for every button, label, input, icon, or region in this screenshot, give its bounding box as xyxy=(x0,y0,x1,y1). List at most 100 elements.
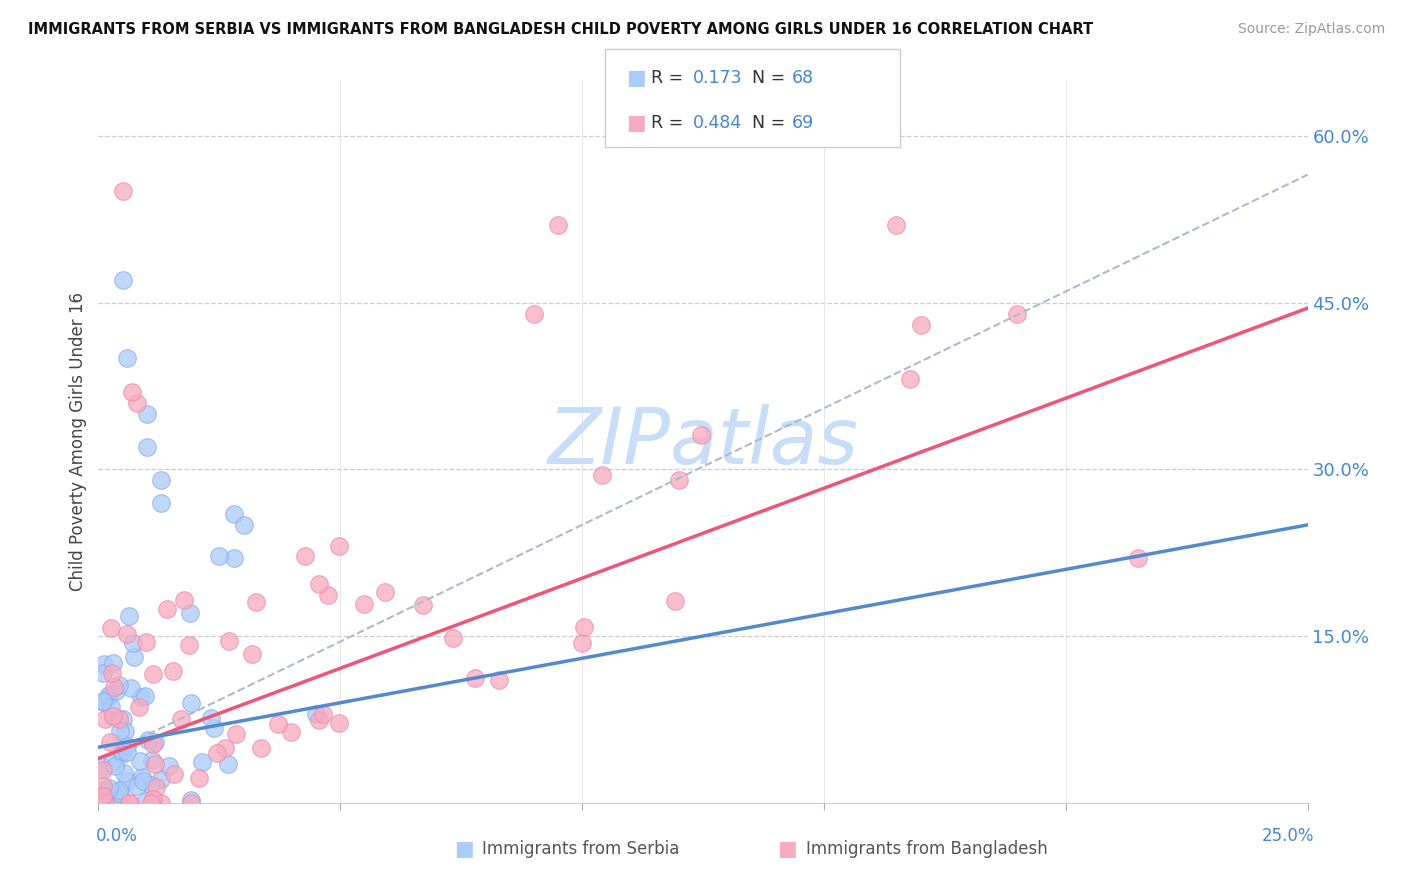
Point xyxy=(353,597,375,611)
Point xyxy=(689,428,711,442)
Point xyxy=(150,474,173,488)
Point xyxy=(111,712,134,726)
Point xyxy=(111,795,134,809)
Point xyxy=(250,741,273,756)
Point xyxy=(162,664,184,678)
Point xyxy=(240,647,263,661)
Text: N =: N = xyxy=(752,114,792,132)
Point xyxy=(139,778,162,792)
Point xyxy=(112,766,135,780)
Point xyxy=(156,601,179,615)
Point xyxy=(105,791,128,805)
Point xyxy=(141,753,163,767)
Point xyxy=(93,796,115,810)
Point xyxy=(101,666,124,681)
Point xyxy=(101,709,124,723)
Point xyxy=(100,756,122,771)
Point xyxy=(108,678,131,692)
Point xyxy=(135,440,157,454)
Point xyxy=(145,780,167,794)
Point xyxy=(523,307,546,321)
Point xyxy=(111,273,134,287)
Y-axis label: Child Poverty Among Girls Under 16: Child Poverty Among Girls Under 16 xyxy=(69,292,87,591)
Point xyxy=(136,733,159,747)
Point xyxy=(105,783,128,797)
Point xyxy=(305,706,328,721)
Point xyxy=(280,725,302,739)
Point xyxy=(91,694,114,708)
Point xyxy=(98,735,121,749)
Point xyxy=(591,468,613,483)
Point xyxy=(328,716,350,731)
Point xyxy=(101,709,124,723)
Point xyxy=(117,351,139,366)
Point xyxy=(188,771,211,785)
Point xyxy=(157,758,180,772)
Point xyxy=(135,407,157,421)
Point xyxy=(441,631,464,645)
Point xyxy=(328,539,350,553)
Point xyxy=(143,757,166,772)
Text: ■: ■ xyxy=(626,113,645,133)
Point xyxy=(150,772,173,786)
Text: ■: ■ xyxy=(454,839,474,859)
Point xyxy=(91,760,114,774)
Point xyxy=(135,793,157,807)
Point xyxy=(114,724,136,739)
Text: IMMIGRANTS FROM SERBIA VS IMMIGRANTS FROM BANGLADESH CHILD POVERTY AMONG GIRLS U: IMMIGRANTS FROM SERBIA VS IMMIGRANTS FRO… xyxy=(28,22,1094,37)
Point xyxy=(170,712,193,726)
Point xyxy=(898,372,921,386)
Point xyxy=(571,636,593,650)
Point xyxy=(127,779,149,793)
Point xyxy=(105,684,128,698)
Text: R =: R = xyxy=(651,114,689,132)
Point xyxy=(1128,551,1150,566)
Point xyxy=(132,774,155,789)
Point xyxy=(115,739,138,753)
Point xyxy=(101,656,124,670)
Point xyxy=(100,700,122,714)
Point xyxy=(191,755,214,769)
Point xyxy=(107,712,129,726)
Point xyxy=(91,695,114,709)
Point xyxy=(374,585,396,599)
Text: Source: ZipAtlas.com: Source: ZipAtlas.com xyxy=(1237,22,1385,37)
Text: 0.484: 0.484 xyxy=(693,114,742,132)
Text: Immigrants from Bangladesh: Immigrants from Bangladesh xyxy=(806,840,1047,858)
Point xyxy=(222,551,245,566)
Point xyxy=(115,774,138,789)
Point xyxy=(128,700,150,714)
Text: N =: N = xyxy=(752,70,792,87)
Point xyxy=(572,619,595,633)
Point xyxy=(97,690,120,704)
Text: R =: R = xyxy=(651,70,689,87)
Point xyxy=(118,796,141,810)
Point xyxy=(108,786,131,800)
Point xyxy=(103,680,125,694)
Point xyxy=(93,657,115,671)
Point xyxy=(204,721,226,735)
Point xyxy=(412,598,434,612)
Point xyxy=(96,785,118,799)
Text: ZIPatlas: ZIPatlas xyxy=(547,403,859,480)
Point xyxy=(1007,307,1029,321)
Point xyxy=(115,745,138,759)
Point xyxy=(104,759,127,773)
Point xyxy=(177,638,200,652)
Point xyxy=(142,666,165,681)
Point xyxy=(217,756,239,771)
Text: 25.0%: 25.0% xyxy=(1263,827,1315,845)
Point xyxy=(142,737,165,751)
Point xyxy=(311,706,333,721)
Point xyxy=(910,318,932,332)
Point xyxy=(122,650,145,665)
Point xyxy=(222,507,245,521)
Point xyxy=(200,711,222,725)
Point xyxy=(135,635,157,649)
Point xyxy=(150,496,173,510)
Point xyxy=(464,672,486,686)
Point xyxy=(179,606,201,620)
Point xyxy=(205,746,228,760)
Point xyxy=(105,792,128,806)
Point xyxy=(308,714,330,728)
